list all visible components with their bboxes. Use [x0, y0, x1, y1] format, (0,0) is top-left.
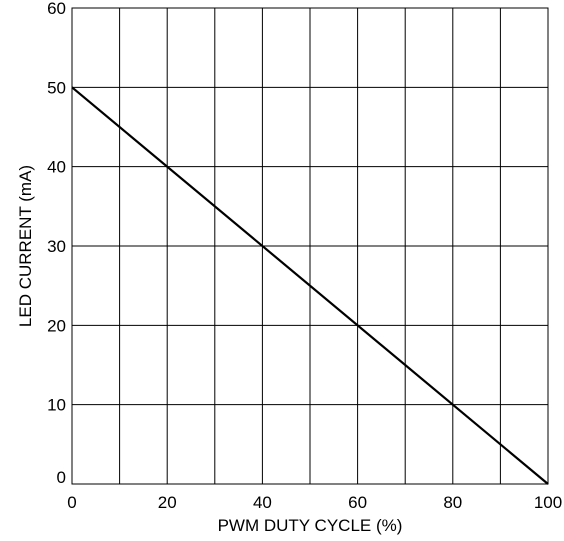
x-tick-label: 100 — [534, 493, 562, 512]
plot-frame — [71, 7, 549, 485]
x-tick-label: 40 — [253, 493, 272, 512]
x-tick-labels: 0 20 40 60 80 100 — [67, 493, 562, 512]
series-group — [71, 86, 549, 485]
x-tick-label: 20 — [158, 493, 177, 512]
series-line — [71, 86, 549, 485]
y-tick-label: 30 — [47, 237, 66, 256]
y-tick-label: 0 — [57, 468, 66, 487]
x-tick-label: 80 — [443, 493, 462, 512]
x-tick-label: 60 — [348, 493, 367, 512]
y-tick-label: 60 — [47, 0, 66, 18]
y-tick-label: 10 — [47, 396, 66, 415]
y-tick-label: 40 — [47, 158, 66, 177]
y-tick-label: 50 — [47, 78, 66, 97]
y-tick-labels: 0 10 20 30 40 50 60 — [47, 0, 66, 487]
y-axis-label: LED CURRENT (mA) — [16, 165, 35, 327]
x-axis-label: PWM DUTY CYCLE (%) — [218, 516, 403, 535]
x-tick-label: 0 — [67, 493, 76, 512]
grid — [71, 7, 549, 485]
y-tick-label: 20 — [47, 316, 66, 335]
